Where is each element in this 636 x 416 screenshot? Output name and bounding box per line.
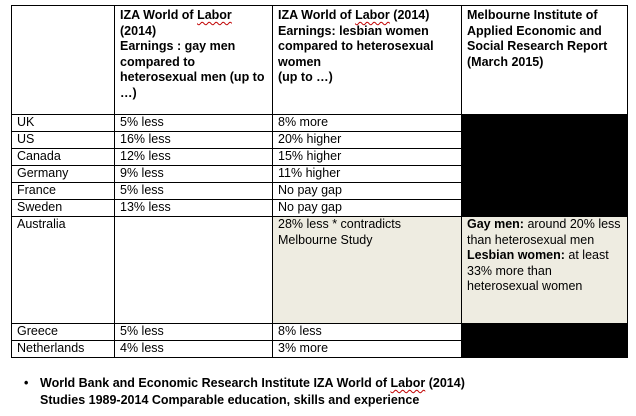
gay-men-cell: 5% less — [114, 323, 273, 341]
melbourne-blank-cell — [461, 323, 628, 358]
melbourne-findings-cell: Gay men: around 20% less than heterosexu… — [461, 216, 628, 324]
table-row: Greece 5% less 8% less — [11, 323, 628, 358]
gay-men-cell: 4% less — [114, 340, 273, 358]
gay-men-cell: 13% less — [114, 199, 273, 217]
lesbian-women-cell: 8% more — [272, 114, 462, 132]
gay-men-cell: 12% less — [114, 148, 273, 166]
country-cell: Greece — [11, 323, 115, 341]
gay-men-cell — [114, 216, 273, 324]
lesbian-women-cell: 20% higher — [272, 131, 462, 149]
table-row: France 5% less No pay gap — [11, 182, 628, 200]
gay-men-cell: 5% less — [114, 114, 273, 132]
table-row-australia: Australia 28% less * contradicts Melbour… — [11, 216, 628, 324]
gay-men-cell: 16% less — [114, 131, 273, 149]
lesbian-women-label: Lesbian women: — [467, 248, 565, 262]
country-cell: Netherlands — [11, 340, 115, 358]
table-row: Sweden 13% less No pay gap — [11, 199, 628, 217]
lesbian-women-cell: No pay gap — [272, 199, 462, 217]
header-iza-lesbian-women: IZA World of Labor (2014) Earnings: lesb… — [272, 5, 462, 115]
country-cell: Sweden — [11, 199, 115, 217]
source-footnote: • World Bank and Economic Research Insti… — [24, 376, 465, 407]
country-cell: Australia — [11, 216, 115, 324]
bullet-icon: • — [24, 376, 29, 390]
country-cell: France — [11, 182, 115, 200]
lesbian-women-cell: 3% more — [272, 340, 462, 358]
lesbian-women-cell: No pay gap — [272, 182, 462, 200]
lesbian-women-cell: 11% higher — [272, 165, 462, 183]
lesbian-women-cell: 8% less — [272, 323, 462, 341]
country-cell: UK — [11, 114, 115, 132]
lesbian-women-cell: 28% less * contradicts Melbourne Study — [272, 216, 462, 324]
lesbian-women-cell: 15% higher — [272, 148, 462, 166]
gay-men-cell: 5% less — [114, 182, 273, 200]
header-iza-gay-men: IZA World of Labor (2014) Earnings : gay… — [114, 5, 273, 115]
country-cell: Canada — [11, 148, 115, 166]
country-cell: Germany — [11, 165, 115, 183]
gay-men-label: Gay men: — [467, 217, 524, 231]
header-melbourne-institute: Melbourne Institute of Applied Economic … — [461, 5, 628, 115]
pay-gap-table: IZA World of Labor (2014) Earnings : gay… — [11, 5, 628, 358]
table-row: Netherlands 4% less 3% more — [11, 340, 628, 358]
table-row: Canada 12% less 15% higher — [11, 148, 628, 166]
table-row: UK 5% less 8% more — [11, 114, 628, 217]
country-cell: US — [11, 131, 115, 149]
gay-men-cell: 9% less — [114, 165, 273, 183]
header-empty-cell — [11, 5, 115, 115]
table-header-row: IZA World of Labor (2014) Earnings : gay… — [11, 5, 628, 115]
melbourne-blank-cell — [461, 114, 628, 217]
